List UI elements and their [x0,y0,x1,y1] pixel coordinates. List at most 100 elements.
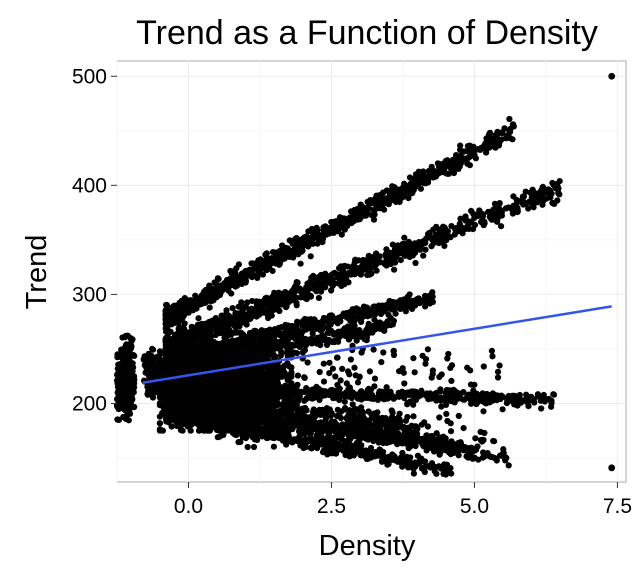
data-point [360,309,367,316]
data-point [398,189,406,197]
data-point [484,137,491,144]
data-point [539,184,546,191]
data-point [505,392,512,400]
data-point [535,393,542,400]
data-point [273,294,280,301]
data-point [378,394,386,401]
data-point [477,146,484,153]
data-point [330,270,337,277]
data-point [261,264,269,271]
data-point [315,294,322,301]
data-point [304,236,311,243]
data-point [351,270,358,277]
data-point [314,227,321,234]
data-points [113,72,616,478]
data-point [215,275,222,283]
data-point [458,155,465,162]
data-point [389,298,397,306]
data-point [162,338,169,345]
data-point [262,251,269,258]
data-point [412,171,420,178]
data-point [402,308,409,315]
data-point [275,327,282,334]
data-point [298,238,305,245]
data-point [526,198,533,205]
data-point [228,290,235,297]
data-point [343,220,350,227]
data-point [358,391,365,398]
data-point [384,255,391,262]
data-point [286,253,293,260]
data-point [334,336,341,343]
data-point [396,305,403,312]
data-point [175,311,182,318]
data-point [466,220,473,227]
data-point [388,187,396,194]
data-point [305,228,312,235]
data-point [184,307,191,314]
data-point [227,267,234,275]
data-point [364,393,371,400]
data-point [483,142,490,149]
data-point [272,304,279,311]
data-point [456,220,463,227]
data-point [412,297,419,305]
data-point [383,262,390,269]
data-point [373,394,380,402]
data-point [395,389,402,396]
data-point [254,274,261,281]
data-point [256,301,264,308]
data-point [327,313,334,320]
data-point [443,463,450,470]
data-point [367,263,374,270]
data-point [442,471,449,478]
data-point [357,452,364,459]
data-point [442,160,450,167]
data-point [420,252,427,259]
data-point [180,307,187,315]
data-point [279,242,286,249]
data-point [366,256,373,263]
data-point [502,135,509,142]
data-point [397,459,404,466]
data-point [255,270,262,277]
data-point [409,252,416,259]
data-point [514,209,521,216]
data-point [464,143,471,150]
data-point [319,332,326,339]
data-point [533,199,541,206]
data-point [317,342,324,349]
data-point [267,258,274,265]
data-point [437,236,444,243]
data-point [384,301,391,309]
data-point [426,462,433,469]
data-point [448,223,455,230]
data-point [422,246,429,253]
data-point [337,318,344,325]
data-point [399,449,406,457]
data-point [342,332,349,340]
data-point [520,397,528,404]
data-point [242,273,249,280]
data-point [437,229,444,236]
data-point [319,231,326,238]
data-point [392,310,399,317]
data-point [513,201,520,209]
data-point [372,258,379,265]
data-point [540,391,547,399]
data-point [474,212,481,220]
data-point [403,184,411,191]
data-point [380,200,387,208]
data-point [265,295,272,302]
data-point [329,447,336,454]
data-point [166,318,173,325]
data-point [417,185,424,192]
data-point [320,279,327,286]
data-point [173,302,181,309]
data-point [406,242,413,249]
data-point [384,318,391,325]
data-point [247,315,254,322]
data-point [432,170,439,177]
data-point [206,304,213,311]
data-point [216,320,223,327]
